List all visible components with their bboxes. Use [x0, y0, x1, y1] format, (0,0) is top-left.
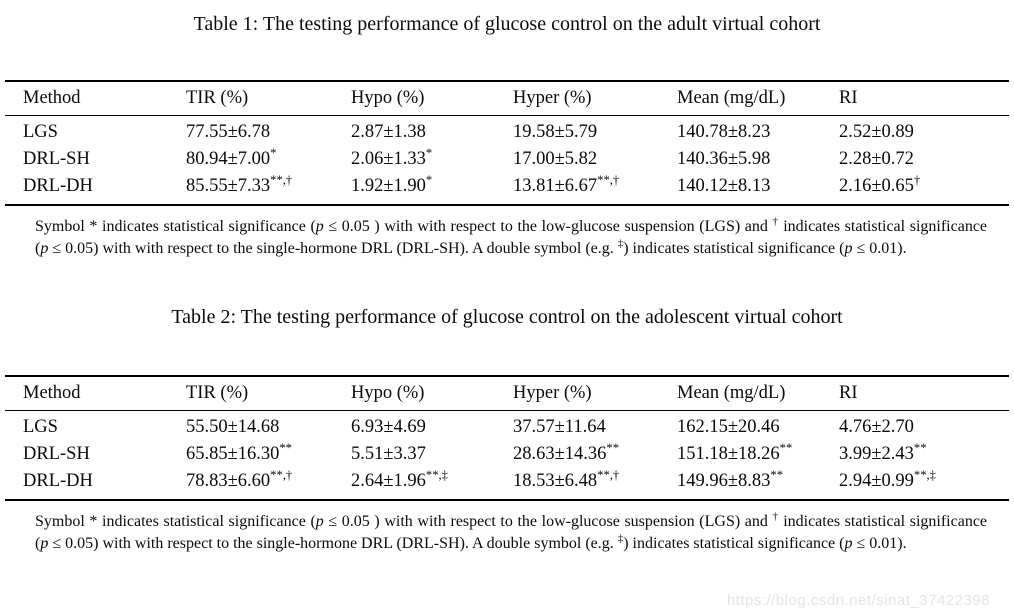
value-cell: 2.52±0.89: [839, 122, 914, 142]
table1-caption: Table 1: The testing performance of gluc…: [193, 13, 821, 35]
table2-adolescent-cohort: Method TIR (%) Hypo (%) Hyper (%) Mean (mg/d…: [5, 375, 1009, 501]
method-cell: DRL-DH: [23, 176, 93, 196]
value-cell: 5.51±3.37: [351, 444, 426, 464]
table2-caption: Table 2: The testing performance of gluc…: [171, 306, 843, 328]
value-cell: 65.85±16.30**: [186, 441, 292, 464]
value-cell: 6.93±4.69: [351, 417, 426, 437]
method-cell: LGS: [23, 417, 58, 437]
column-header-mean-mg-dl: Mean (mg/dL): [659, 81, 821, 116]
value-cell: 55.50±14.68: [186, 417, 280, 437]
value-cell: 2.16±0.65†: [839, 173, 921, 196]
value-cell: 77.55±6.78: [186, 122, 271, 142]
value-cell: 18.53±6.48**,†: [513, 468, 620, 491]
column-header-hypo: Hypo (%): [333, 81, 495, 116]
column-header-ri: RI: [821, 376, 1009, 411]
value-cell: 2.06±1.33*: [351, 146, 433, 169]
value-cell: 28.63±14.36**: [513, 441, 619, 464]
table-row-drl-sh: DRL-SH 65.85±16.30** 5.51±3.37 28.63±14.36*…: [5, 441, 1009, 468]
column-header-hyper: Hyper (%): [495, 81, 659, 116]
column-header-method: Method: [5, 81, 168, 116]
method-cell: LGS: [23, 122, 58, 142]
value-cell: 149.96±8.83**: [677, 468, 783, 491]
column-header-hypo: Hypo (%): [333, 376, 495, 411]
table-row-lgs: LGS 77.55±6.78 2.87±1.38 19.58±5.79 140.78±8…: [5, 116, 1009, 147]
table1-footnote: Symbol * indicates statistical significa…: [35, 215, 988, 257]
table-row-drl-sh: DRL-SH 80.94±7.00* 2.06±1.33* 17.00±5.82 140…: [5, 146, 1009, 173]
value-cell: 85.55±7.33**,†: [186, 173, 293, 196]
method-cell: DRL-SH: [23, 149, 90, 169]
value-cell: 2.94±0.99**,‡: [839, 468, 936, 491]
value-cell: 2.28±0.72: [839, 149, 914, 169]
value-cell: 2.64±1.96**,‡: [351, 468, 448, 491]
value-cell: 140.12±8.13: [677, 176, 771, 196]
value-cell: 13.81±6.67**,†: [513, 173, 620, 196]
column-header-ri: RI: [821, 81, 1009, 116]
column-header-tir: TIR (%): [168, 376, 333, 411]
document-page: Table 1: The testing performance of gluc…: [5, 13, 1009, 609]
method-cell: DRL-SH: [23, 444, 90, 464]
value-cell: 140.78±8.23: [677, 122, 771, 142]
value-cell: 37.57±11.64: [513, 417, 606, 437]
value-cell: 162.15±20.46: [677, 417, 780, 437]
value-cell: 2.87±1.38: [351, 122, 426, 142]
table-row-drl-dh: DRL-DH 85.55±7.33**,† 1.92±1.90* 13.81±6.67…: [5, 173, 1009, 205]
value-cell: 19.58±5.79: [513, 122, 598, 142]
table1-adult-cohort: Method TIR (%) Hypo (%) Hyper (%) Mean (mg/d…: [5, 80, 1009, 206]
table-row-lgs: LGS 55.50±14.68 6.93±4.69 37.57±11.64 162.15…: [5, 411, 1009, 442]
value-cell: 78.83±6.60**,†: [186, 468, 293, 491]
column-header-tir: TIR (%): [168, 81, 333, 116]
table2-footnote: Symbol * indicates statistical significa…: [35, 510, 988, 552]
column-header-hyper: Hyper (%): [495, 376, 659, 411]
value-cell: 1.92±1.90*: [351, 173, 433, 196]
value-cell: 3.99±2.43**: [839, 441, 927, 464]
value-cell: 17.00±5.82: [513, 149, 598, 169]
watermark-url: https://blog.csdn.net/sinat_37422398: [726, 592, 990, 609]
header-row: Method TIR (%) Hypo (%) Hyper (%) Mean (mg/d…: [5, 81, 1009, 116]
value-cell: 151.18±18.26**: [677, 441, 793, 464]
value-cell: 80.94±7.00*: [186, 146, 277, 169]
method-cell: DRL-DH: [23, 471, 93, 491]
value-cell: 4.76±2.70: [839, 417, 914, 437]
value-cell: 140.36±5.98: [677, 149, 771, 169]
column-header-mean-mg-dl: Mean (mg/dL): [659, 376, 821, 411]
header-row: Method TIR (%) Hypo (%) Hyper (%) Mean (mg/d…: [5, 376, 1009, 411]
table-row-drl-dh: DRL-DH 78.83±6.60**,† 2.64±1.96**,‡ 18.53±6…: [5, 468, 1009, 500]
column-header-method: Method: [5, 376, 168, 411]
